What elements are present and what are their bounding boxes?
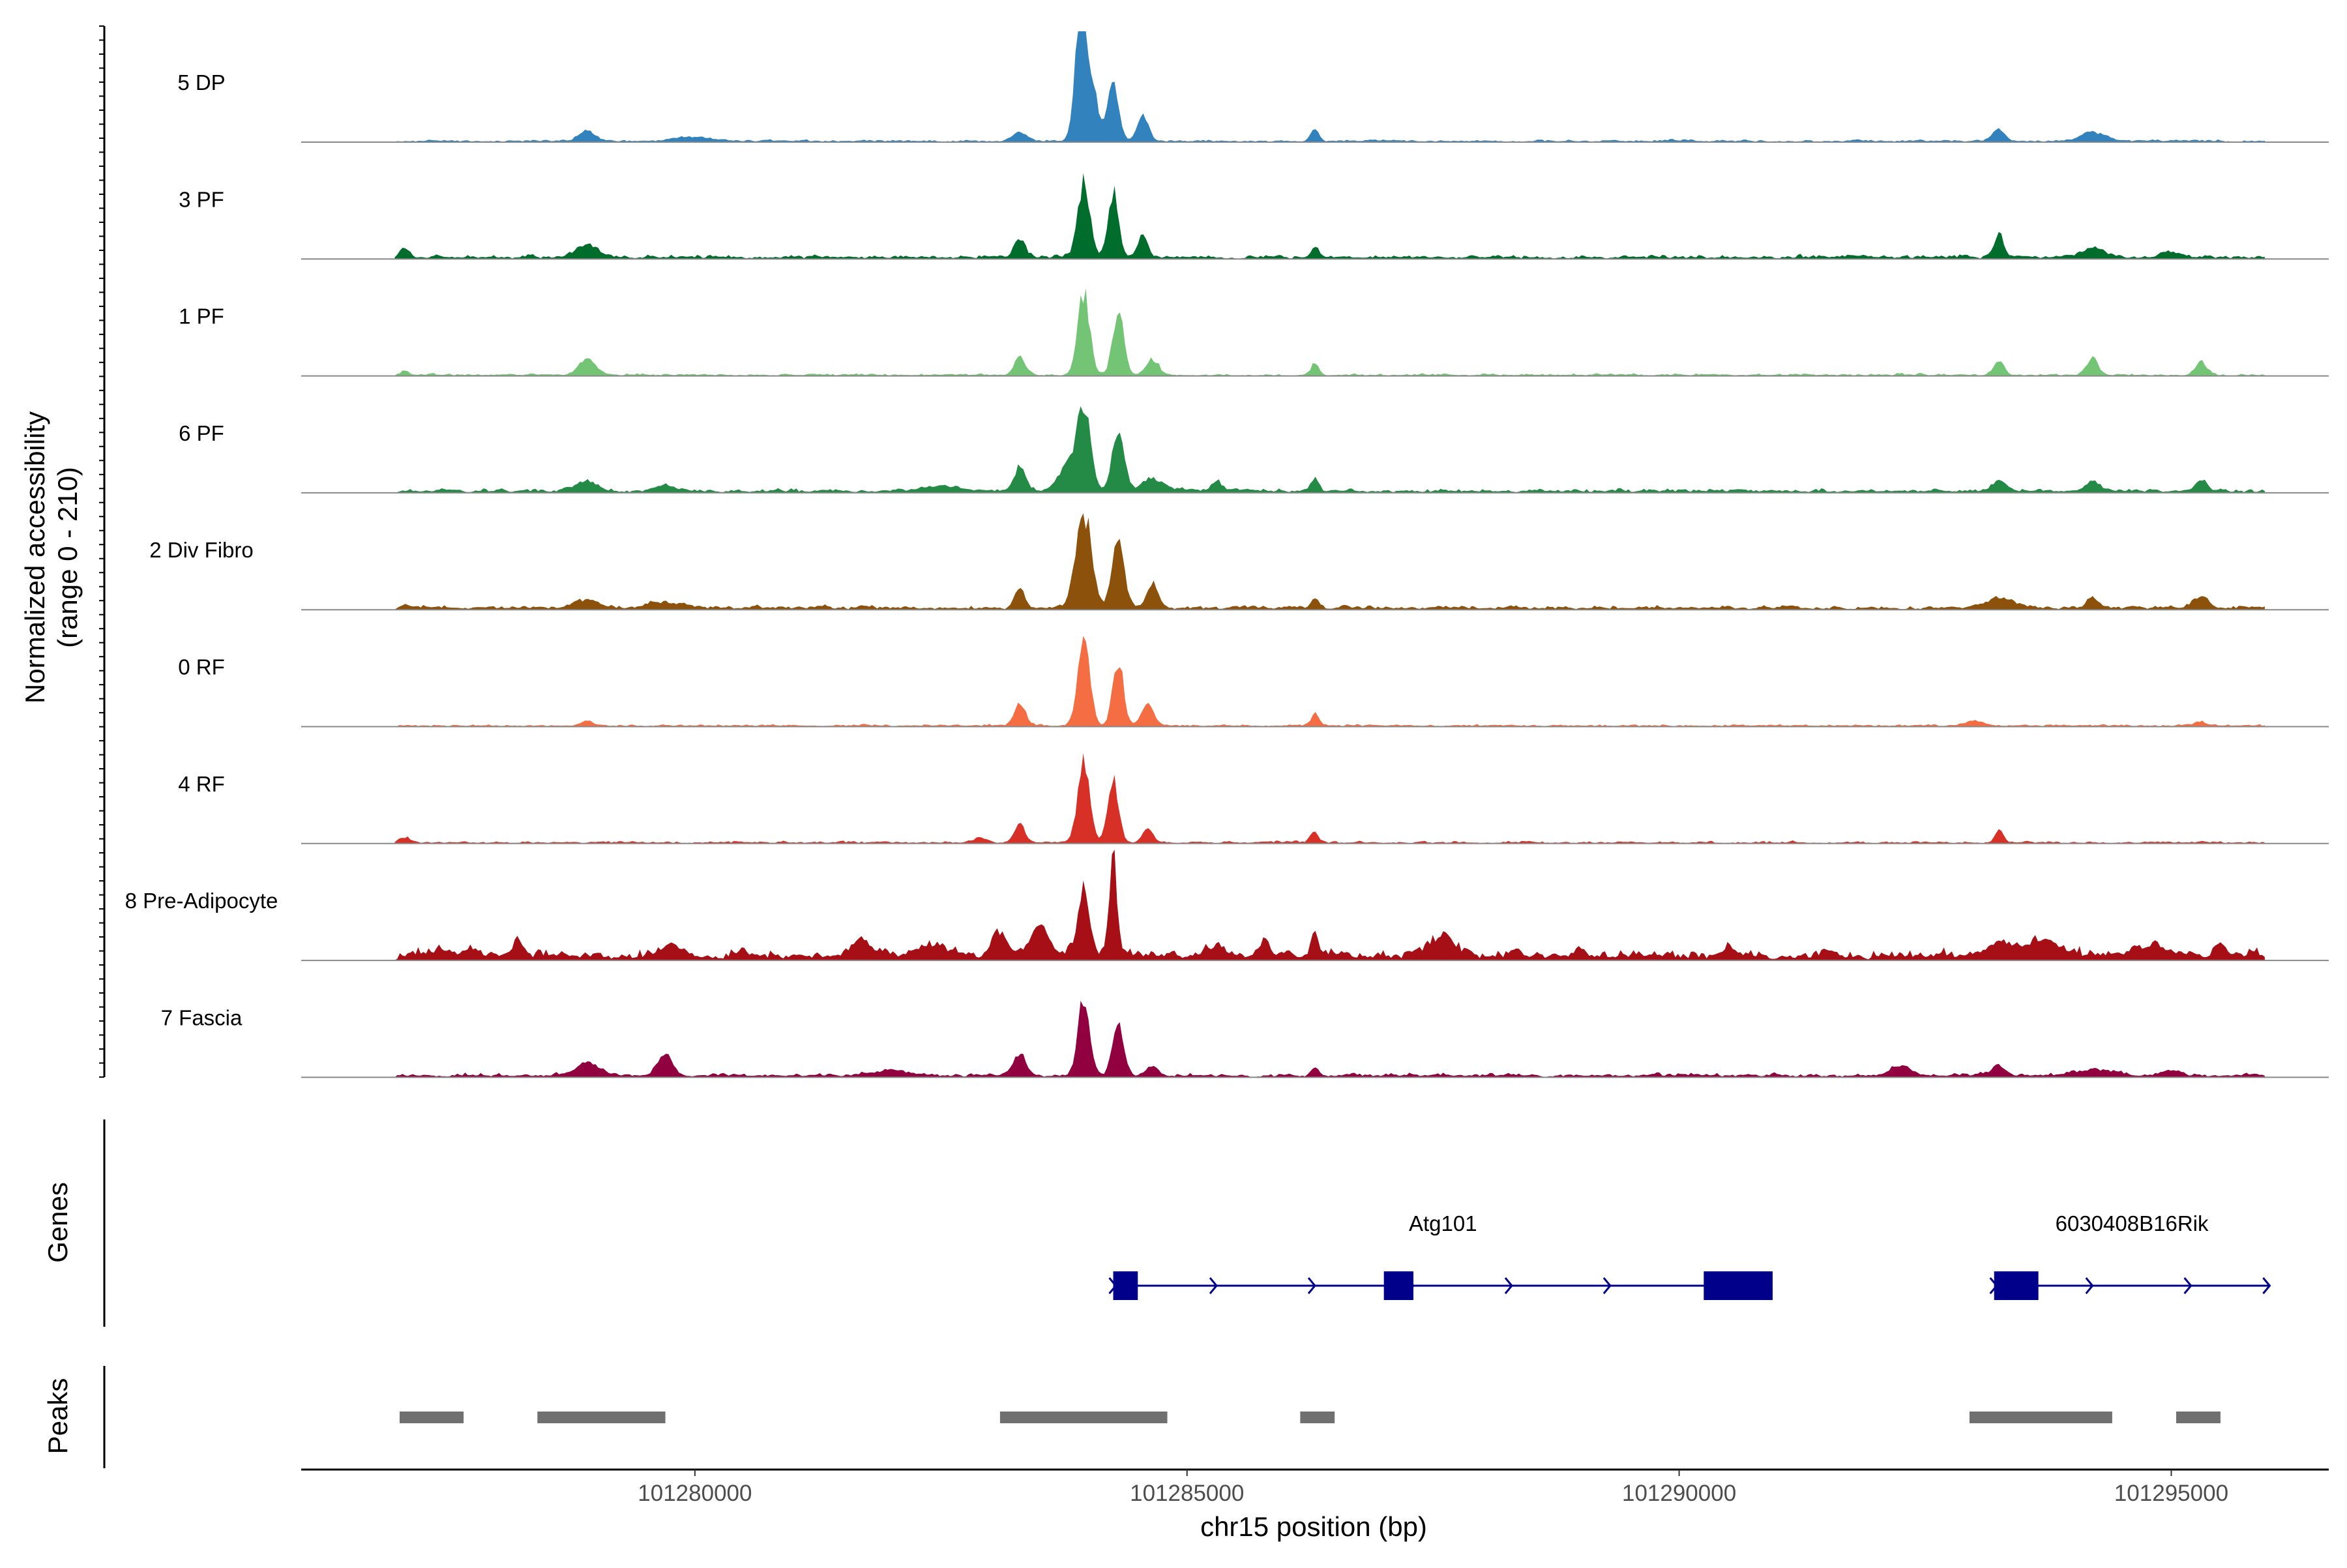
track-label: 5 DP <box>177 70 225 95</box>
strand-arrow <box>1209 1277 1218 1294</box>
peak-region <box>2176 1412 2221 1423</box>
coverage-area <box>394 173 2265 259</box>
track-label: 3 PF <box>179 187 224 211</box>
x-tick-label: 101285000 <box>1130 1481 1244 1506</box>
track-2-div-fibro: 2 Div Fibro <box>149 513 2329 611</box>
strand-arrow <box>1504 1277 1513 1294</box>
x-tick-label: 101295000 <box>2114 1481 2228 1506</box>
x-tick-label: 101280000 <box>638 1481 752 1506</box>
peaks-track: Peaks <box>42 1366 2221 1468</box>
peak-region <box>399 1412 464 1423</box>
track-label: 6 PF <box>179 421 224 445</box>
strand-arrow <box>2262 1277 2271 1294</box>
coverage-area <box>394 1000 2265 1078</box>
peak-region <box>999 1412 1168 1423</box>
gene-label: 6030408B16Rik <box>2056 1211 2209 1235</box>
track-label: 1 PF <box>179 304 224 329</box>
gene-exon <box>1113 1271 1138 1300</box>
gene-label: Atg101 <box>1409 1211 1477 1235</box>
track-7-fascia: 7 Fascia <box>161 1000 2329 1078</box>
peaks-panel-title: Peaks <box>42 1378 73 1455</box>
gene-annotation-track: Genes Atg101 6030408B16Rik <box>42 1119 2271 1327</box>
coverage-area <box>394 31 2265 142</box>
track-label: 8 Pre-Adipocyte <box>125 889 278 913</box>
gene-exon <box>1383 1271 1413 1300</box>
y-axis-title-line2: (range 0 - 210) <box>52 467 83 648</box>
coverage-area <box>394 513 2265 610</box>
track-3-pf: 3 PF <box>179 173 2329 260</box>
gene-atg101: Atg101 <box>1108 1211 1773 1300</box>
accessibility-y-axis: Normalized accessibility (range 0 - 210) <box>20 25 106 1078</box>
track-label: 7 Fascia <box>161 1005 243 1029</box>
coverage-area <box>394 636 2265 727</box>
gene-6030408b16rik: 6030408B16Rik <box>1989 1211 2271 1300</box>
strand-arrow <box>1307 1277 1316 1294</box>
strand-arrow <box>2085 1277 2094 1294</box>
coverage-area <box>394 288 2265 376</box>
track-5-dp: 5 DP <box>177 31 2329 143</box>
genes-panel-title: Genes <box>42 1182 73 1263</box>
x-axis-title: chr15 position (bp) <box>1200 1511 1427 1542</box>
track-label: 0 RF <box>178 655 225 679</box>
peak-region <box>1969 1412 2112 1423</box>
y-axis-title-line1: Normalized accessibility <box>20 411 50 703</box>
peak-region <box>1300 1412 1335 1423</box>
track-0-rf: 0 RF <box>178 636 2329 728</box>
peak-region <box>537 1412 666 1423</box>
track-8-pre-adipocyte: 8 Pre-Adipocyte <box>125 850 2329 962</box>
coverage-tracks: 5 DP 3 PF 1 PF 6 PF 2 Div Fibro 0 RF 4 RF 8 Pre… <box>125 31 2329 1078</box>
strand-arrow <box>1602 1277 1612 1294</box>
coverage-area <box>394 753 2265 844</box>
track-1-pf: 1 PF <box>179 288 2329 377</box>
track-6-pf: 6 PF <box>179 406 2329 494</box>
track-label: 4 RF <box>178 772 225 796</box>
position-x-axis: chr15 position (bp) 101280000 101285000 10… <box>301 1468 2329 1542</box>
track-label: 2 Div Fibro <box>149 538 254 562</box>
x-tick-label: 101290000 <box>1622 1481 1736 1506</box>
strand-arrow <box>2183 1277 2192 1294</box>
gene-exon <box>1994 1271 2039 1300</box>
track-4-rf: 4 RF <box>178 753 2329 844</box>
gene-exon <box>1704 1271 1773 1300</box>
coverage-area <box>394 406 2265 493</box>
coverage-area <box>394 850 2265 961</box>
